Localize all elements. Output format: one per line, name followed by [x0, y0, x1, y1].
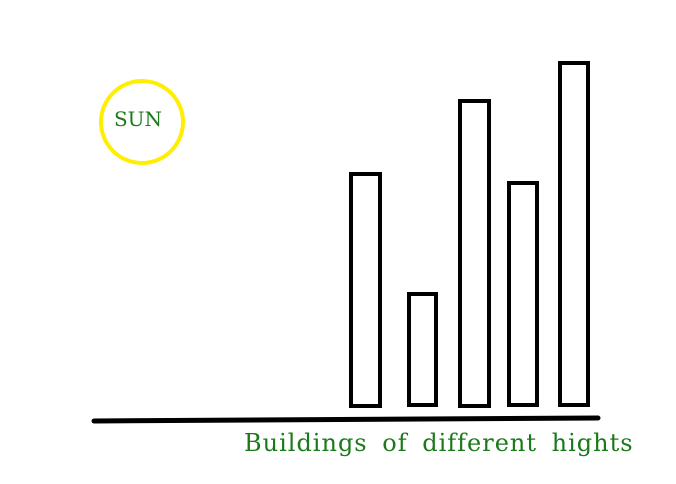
ground-line [91, 415, 601, 424]
building-1 [349, 172, 382, 408]
diagram-caption: Buildings of different hights [244, 429, 634, 457]
building-4 [507, 181, 539, 407]
sun-label: SUN [114, 107, 162, 131]
building-3 [458, 99, 491, 408]
sun: SUN [99, 79, 185, 165]
buildings [349, 61, 590, 408]
sun-circle [99, 79, 185, 165]
building-5 [558, 61, 590, 407]
building-2 [407, 292, 438, 407]
